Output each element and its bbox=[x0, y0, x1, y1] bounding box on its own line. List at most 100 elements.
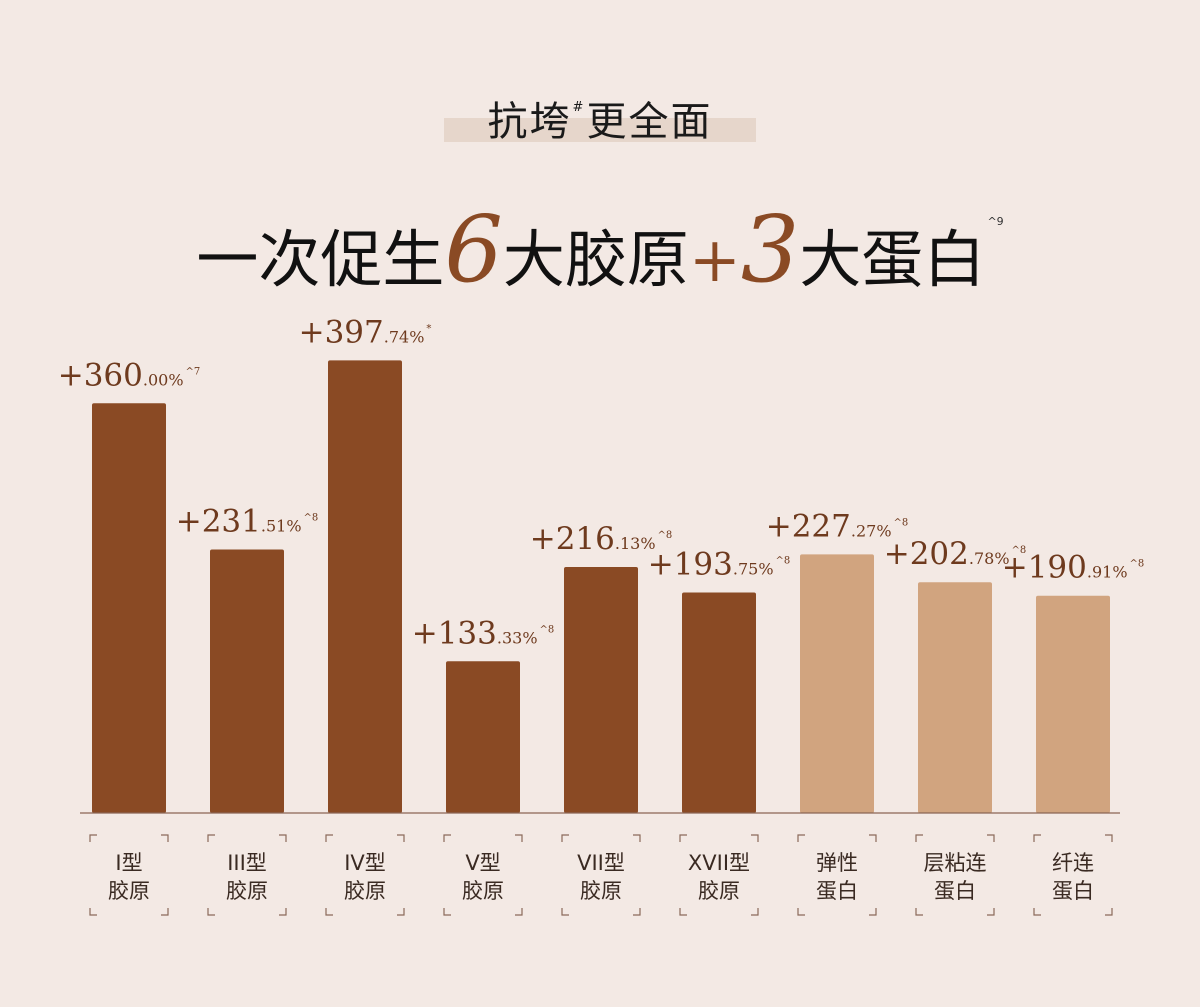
bracket-corner bbox=[207, 834, 215, 842]
headline-text-c: 大蛋白 bbox=[799, 223, 986, 296]
category-bracket bbox=[679, 834, 759, 916]
value-label-decimal: .75% bbox=[733, 559, 774, 578]
category-bracket bbox=[325, 834, 405, 916]
bar bbox=[328, 360, 402, 813]
value-label-footnote: ^8 bbox=[540, 624, 555, 635]
value-label-decimal: .78% bbox=[969, 549, 1010, 568]
value-label-decimal: .74% bbox=[384, 327, 425, 346]
value-label-footnote: ^8 bbox=[304, 513, 319, 524]
value-label-footnote: ^8 bbox=[776, 555, 791, 566]
bracket-corner bbox=[1105, 834, 1113, 842]
category-label: 胶原 bbox=[108, 879, 150, 903]
bracket-corner bbox=[1105, 908, 1113, 916]
bracket-corner bbox=[987, 834, 995, 842]
category-bracket bbox=[797, 834, 877, 916]
value-label: +360.00% ^7 bbox=[58, 357, 201, 393]
category-label: VII型 bbox=[577, 851, 625, 875]
category-label: I型 bbox=[115, 851, 142, 875]
value-label-integer: +133 bbox=[412, 615, 497, 651]
value-label: +193.75% ^8 bbox=[648, 546, 791, 582]
bracket-corner bbox=[869, 834, 877, 842]
headline: 一次促生6大胶原+3大蛋白^9 bbox=[0, 172, 1200, 300]
bar bbox=[446, 661, 520, 813]
category-bracket bbox=[207, 834, 287, 916]
bar bbox=[1036, 595, 1110, 813]
bracket-corner bbox=[751, 908, 759, 916]
bar bbox=[682, 592, 756, 813]
value-label-integer: +231 bbox=[176, 504, 261, 540]
bar bbox=[92, 403, 166, 813]
value-label-decimal: .33% bbox=[497, 628, 538, 647]
value-label-integer: +216 bbox=[530, 521, 615, 557]
subtitle-highlight-band bbox=[444, 118, 756, 142]
value-label-integer: +397 bbox=[299, 314, 384, 350]
subtitle-block: 抗垮#更全面 bbox=[444, 82, 756, 145]
category-label: 胶原 bbox=[344, 879, 386, 903]
value-label: +227.27% ^8 bbox=[766, 508, 909, 544]
value-label-footnote: ^8 bbox=[1012, 545, 1027, 556]
value-label: +202.78% ^8 bbox=[884, 536, 1027, 572]
value-label: +397.74% * bbox=[299, 314, 432, 350]
headline-footnote: ^9 bbox=[987, 215, 1004, 228]
value-label-footnote: ^8 bbox=[894, 517, 909, 528]
bracket-corner bbox=[161, 908, 169, 916]
value-label: +216.13% ^8 bbox=[530, 521, 673, 557]
headline-number-3: 3 bbox=[740, 196, 800, 303]
bracket-corner bbox=[987, 908, 995, 916]
value-label-decimal: .13% bbox=[615, 534, 656, 553]
bracket-corner bbox=[515, 834, 523, 842]
bracket-corner bbox=[325, 908, 333, 916]
bracket-corner bbox=[751, 834, 759, 842]
category-label: V型 bbox=[465, 851, 500, 875]
value-label-decimal: .51% bbox=[261, 517, 302, 536]
bar bbox=[564, 567, 638, 813]
value-label-footnote: ^7 bbox=[186, 366, 201, 377]
bracket-corner bbox=[1033, 834, 1041, 842]
subtitle: 抗垮#更全面 bbox=[444, 82, 756, 148]
bracket-corner bbox=[561, 908, 569, 916]
category-bracket bbox=[89, 834, 169, 916]
subtitle-footnote-mark: # bbox=[572, 100, 586, 115]
value-label-integer: +193 bbox=[648, 546, 733, 582]
bracket-corner bbox=[325, 834, 333, 842]
headline-text-a: 一次促生 bbox=[196, 223, 445, 296]
bracket-corner bbox=[915, 908, 923, 916]
subtitle-text-b: 更全面 bbox=[586, 99, 713, 145]
category-label: 蛋白 bbox=[934, 879, 976, 903]
bracket-corner bbox=[397, 908, 405, 916]
category-label: IV型 bbox=[344, 851, 386, 875]
value-label: +133.33% ^8 bbox=[412, 615, 555, 651]
value-label-footnote: ^8 bbox=[658, 530, 673, 541]
value-label: +190.91% ^8 bbox=[1002, 550, 1145, 586]
bracket-corner bbox=[797, 908, 805, 916]
bracket-corner bbox=[633, 834, 641, 842]
bracket-corner bbox=[161, 834, 169, 842]
headline-plus: + bbox=[688, 223, 741, 296]
value-label-integer: +190 bbox=[1002, 550, 1087, 586]
bracket-corner bbox=[915, 834, 923, 842]
category-bracket bbox=[1033, 834, 1113, 916]
bracket-corner bbox=[1033, 908, 1041, 916]
category-label: 胶原 bbox=[226, 879, 268, 903]
bracket-corner bbox=[397, 834, 405, 842]
bracket-corner bbox=[207, 908, 215, 916]
value-label: +231.51% ^8 bbox=[176, 504, 319, 540]
value-label-footnote: * bbox=[426, 323, 431, 334]
category-label: 纤连 bbox=[1052, 851, 1094, 875]
category-bracket bbox=[915, 834, 995, 916]
bracket-corner bbox=[89, 908, 97, 916]
bar bbox=[800, 554, 874, 813]
category-bracket bbox=[443, 834, 523, 916]
bracket-corner bbox=[443, 834, 451, 842]
bar bbox=[918, 582, 992, 813]
bracket-corner bbox=[443, 908, 451, 916]
bracket-corner bbox=[869, 908, 877, 916]
bracket-corner bbox=[279, 834, 287, 842]
category-label: 蛋白 bbox=[816, 879, 858, 903]
bracket-corner bbox=[633, 908, 641, 916]
bracket-corner bbox=[561, 834, 569, 842]
category-bracket bbox=[561, 834, 641, 916]
category-label: 层粘连 bbox=[924, 851, 987, 875]
bracket-corner bbox=[679, 908, 687, 916]
